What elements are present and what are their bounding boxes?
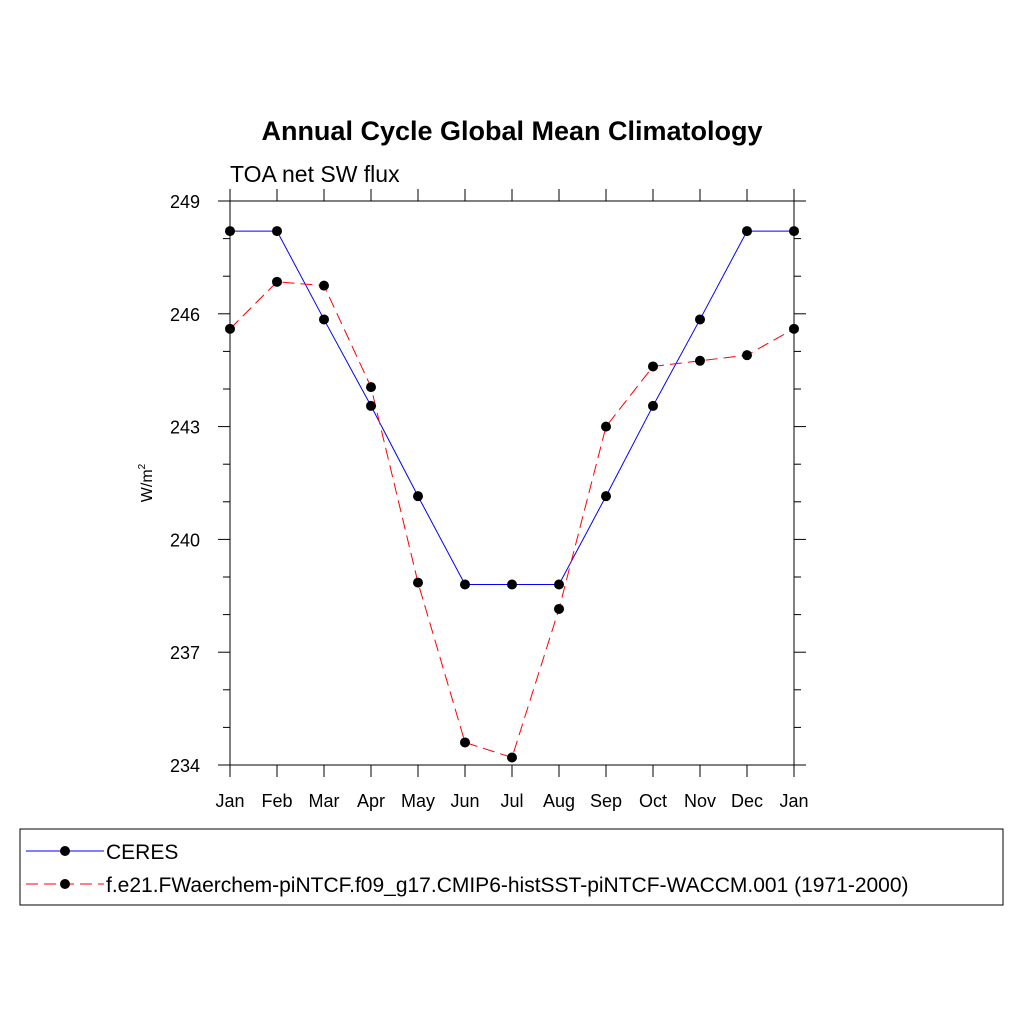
- series-2-point: [460, 737, 470, 748]
- series-1-point: [225, 226, 235, 237]
- axis-ticks: [218, 189, 806, 777]
- legend: CERES f.e21.FWaerchem-piNTCF.f09_g17.CMIP…: [19, 828, 1004, 906]
- series-1-point: [460, 579, 470, 590]
- series-2-point: [319, 280, 329, 291]
- svg-text:W/m2: W/m2: [137, 463, 156, 502]
- x-tick-label: Aug: [543, 791, 575, 811]
- series-2-point: [507, 752, 517, 763]
- y-tick-label: 243: [170, 418, 200, 438]
- y-axis-label: W/m2: [137, 463, 156, 502]
- series-2-point: [695, 355, 705, 366]
- series-2-point: [413, 577, 423, 588]
- legend-label: CERES: [106, 841, 178, 864]
- series-2-point: [789, 323, 799, 334]
- x-tick-labels: Jan Feb Mar Apr May Jun Jul Aug Sep Oct Nov Dec Jan: [215, 791, 808, 811]
- y-tick-label: 249: [170, 192, 200, 212]
- series-1-point: [366, 400, 376, 411]
- x-tick-label: Dec: [731, 791, 763, 811]
- legend-swatch-marker: [60, 879, 70, 889]
- series-1-point: [695, 314, 705, 325]
- x-tick-label: Jun: [450, 791, 479, 811]
- legend-swatch-marker: [60, 846, 70, 856]
- series-2-point: [601, 421, 611, 432]
- y-tick-label: 237: [170, 643, 200, 663]
- x-tick-label: May: [401, 791, 435, 811]
- series-1-point: [413, 491, 423, 502]
- chart-title: Annual Cycle Global Mean Climatology: [261, 116, 762, 146]
- series-1-point: [789, 226, 799, 237]
- series-1-point: [554, 579, 564, 590]
- series-line-2: [229, 281, 795, 759]
- x-tick-label: Jan: [215, 791, 244, 811]
- chart-subtitle: TOA net SW flux: [230, 161, 400, 187]
- series-2-point: [554, 603, 564, 614]
- series-2-point: [225, 323, 235, 334]
- legend-box: [19, 828, 1004, 906]
- x-tick-label: Nov: [684, 791, 716, 811]
- series-line-1: [230, 230, 794, 586]
- series-2-point: [742, 350, 752, 361]
- y-tick-label: 234: [170, 756, 200, 776]
- y-axis-label-text: W/m: [139, 469, 156, 502]
- data-series: [225, 226, 799, 763]
- x-tick-label: Oct: [639, 791, 667, 811]
- legend-label: f.e21.FWaerchem-piNTCF.f09_g17.CMIP6-his…: [106, 874, 909, 897]
- series-1-point: [319, 314, 329, 325]
- x-tick-label: Mar: [309, 791, 340, 811]
- y-axis-label-superscript: 2: [137, 463, 148, 469]
- series-2-point: [272, 276, 282, 287]
- series-1-point: [507, 579, 517, 590]
- y-tick-label: 240: [170, 530, 200, 550]
- y-tick-label: 246: [170, 305, 200, 325]
- series-2-point: [648, 361, 658, 372]
- x-tick-label: Sep: [590, 791, 622, 811]
- y-tick-labels: 234 237 240 243 246 249: [170, 192, 200, 776]
- x-tick-label: Feb: [261, 791, 292, 811]
- series-1-point: [272, 226, 282, 237]
- series-2-point: [366, 382, 376, 393]
- x-tick-label: Jan: [779, 791, 808, 811]
- series-1-point: [648, 400, 658, 411]
- series-1-point: [742, 226, 752, 237]
- x-tick-label: Jul: [500, 791, 523, 811]
- plot-frame: [229, 200, 795, 766]
- x-tick-label: Apr: [357, 791, 385, 811]
- series-1-point: [601, 491, 611, 502]
